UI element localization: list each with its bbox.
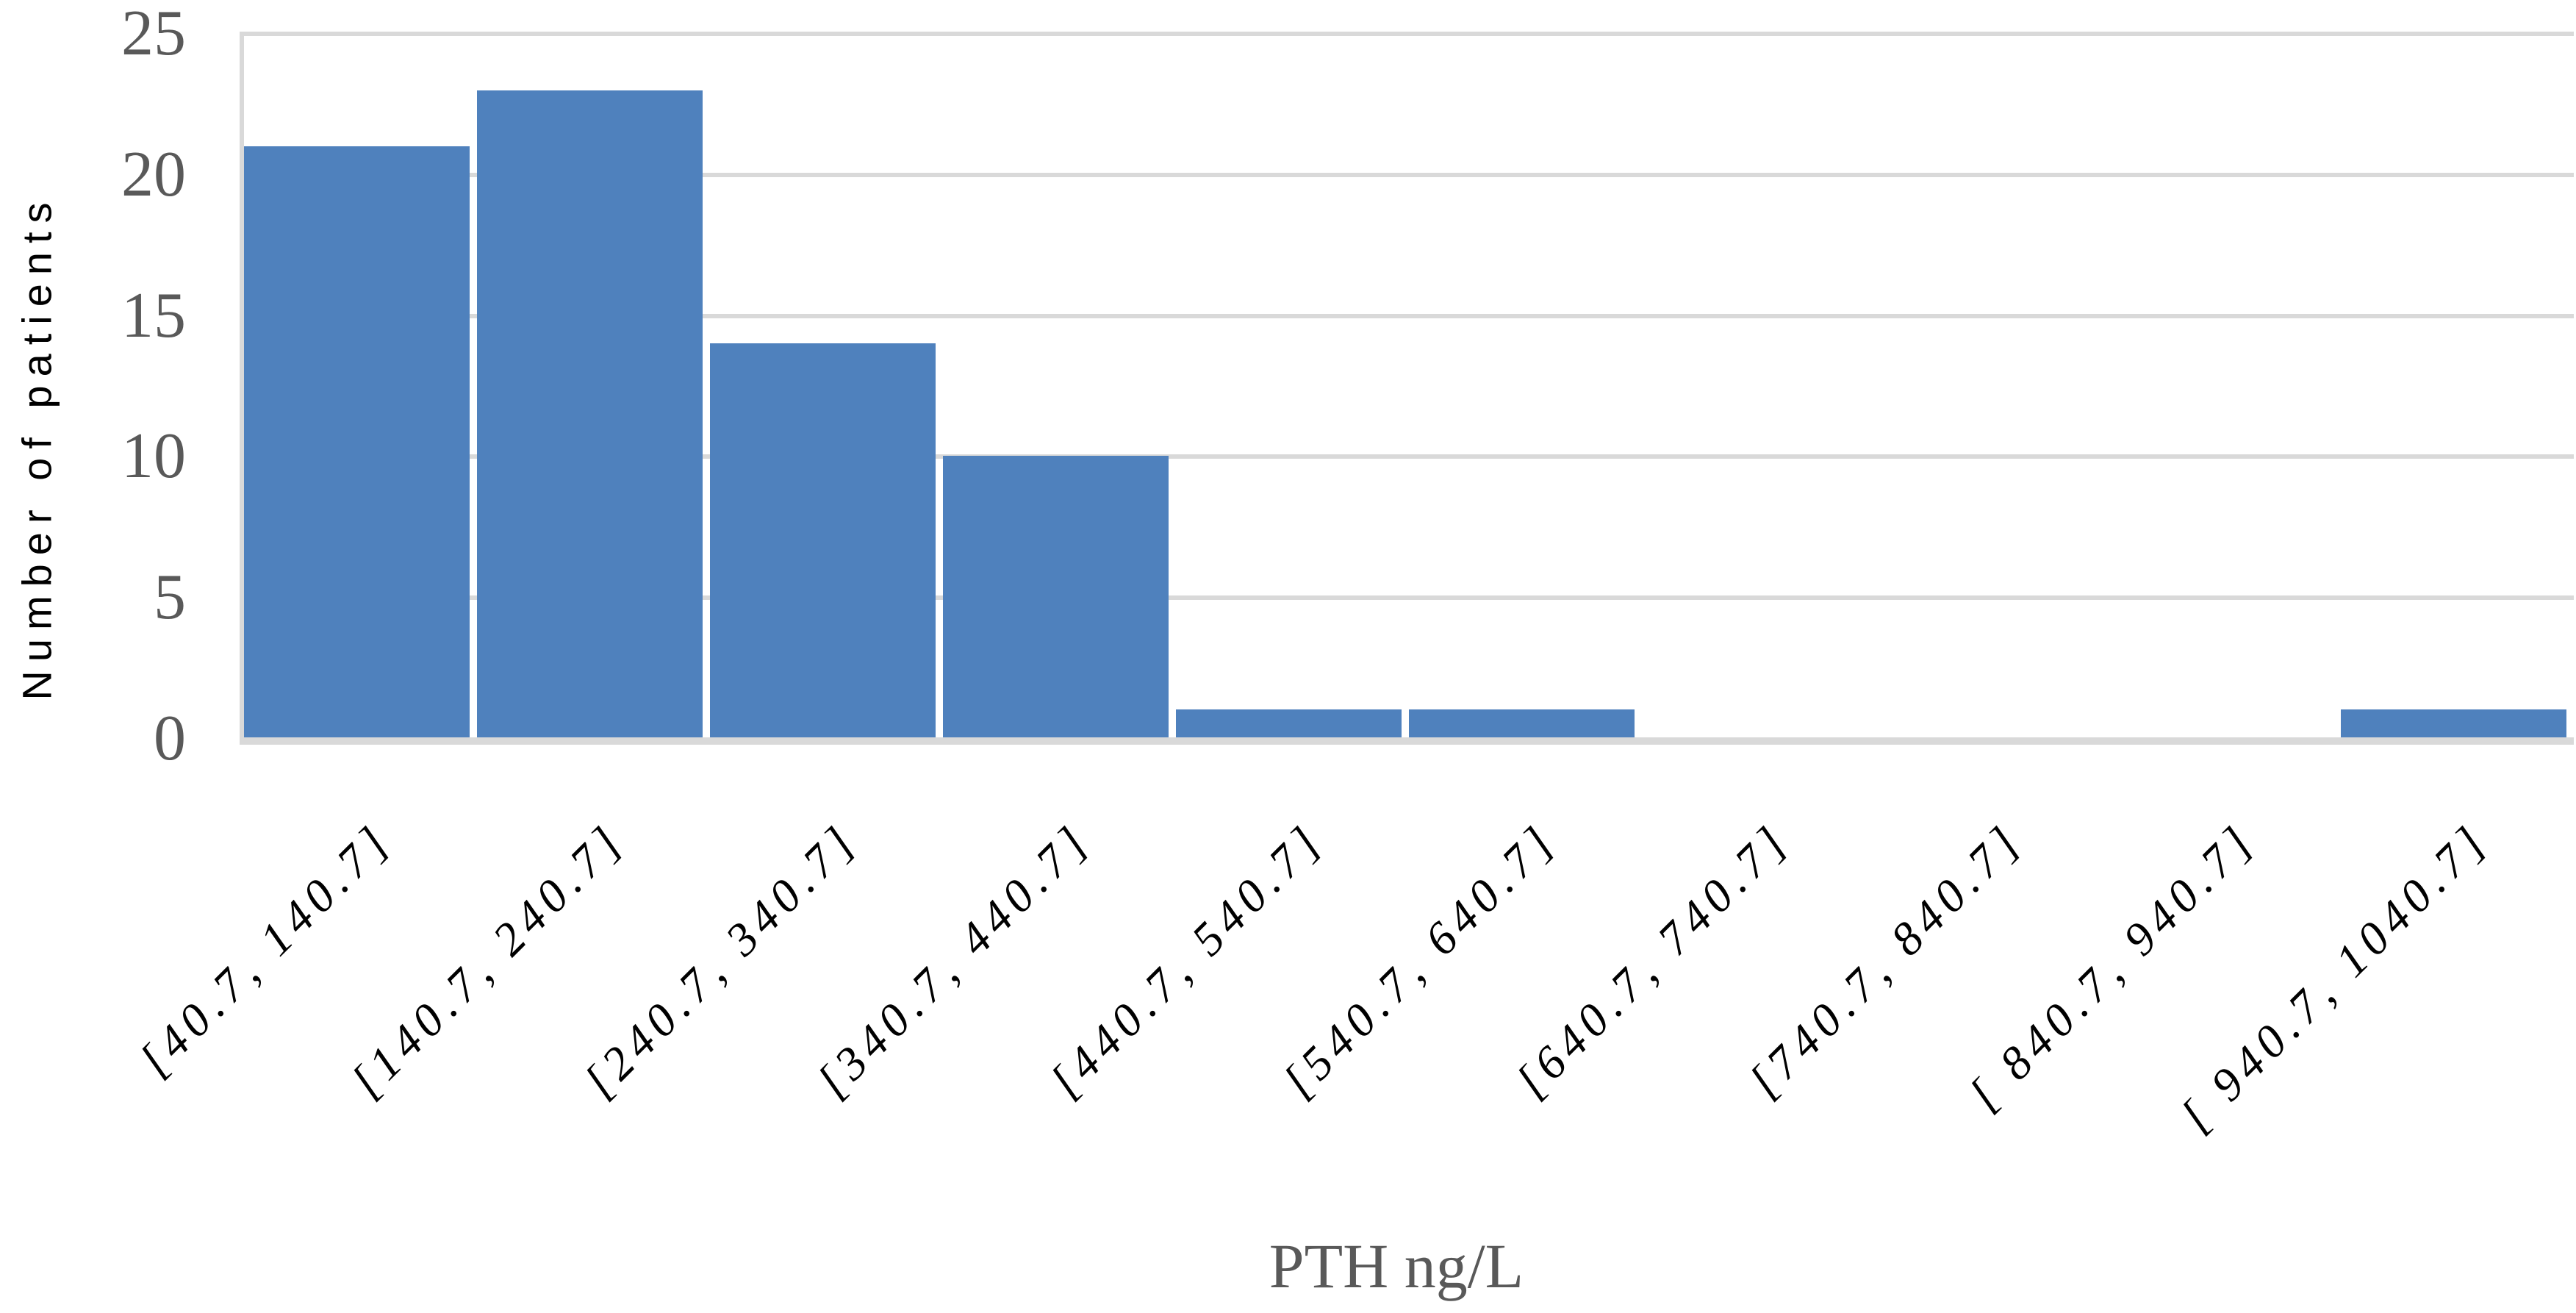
y-tick-label: 10 bbox=[121, 421, 186, 493]
x-tick-label: [40.7, 140.7] bbox=[129, 812, 402, 1087]
bar bbox=[943, 456, 1169, 737]
bar bbox=[710, 343, 936, 737]
bar bbox=[1409, 709, 1635, 737]
gridline bbox=[240, 172, 2574, 177]
y-tick-label: 5 bbox=[154, 562, 186, 634]
y-tick-label: 0 bbox=[154, 703, 186, 774]
y-tick-label: 25 bbox=[121, 0, 186, 69]
bar bbox=[2341, 709, 2566, 737]
bar bbox=[244, 146, 470, 737]
bar bbox=[1176, 709, 1402, 737]
gridline bbox=[240, 595, 2574, 601]
gridline bbox=[240, 32, 2574, 36]
gridline bbox=[240, 454, 2574, 459]
x-axis-line bbox=[240, 737, 2574, 745]
x-axis-title: PTH ng/L bbox=[1269, 1231, 1524, 1301]
gridline bbox=[240, 313, 2574, 318]
y-tick-label: 15 bbox=[121, 279, 186, 351]
y-axis-line bbox=[240, 32, 244, 745]
y-tick-label: 20 bbox=[121, 138, 186, 210]
bar bbox=[477, 90, 703, 737]
bars-layer bbox=[244, 34, 2574, 737]
